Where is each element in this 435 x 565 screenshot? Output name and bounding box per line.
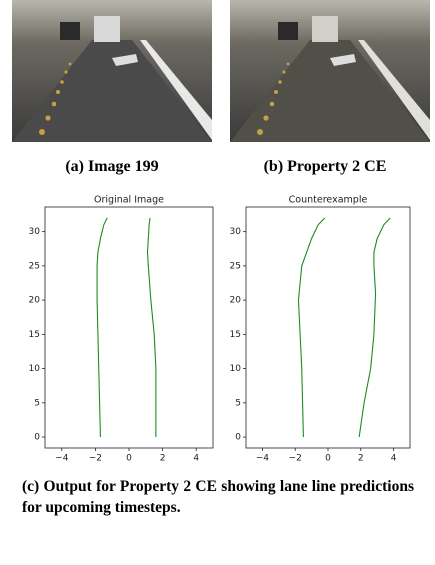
lane-line <box>359 218 390 437</box>
lane-line <box>147 218 155 437</box>
y-tick-label: 15 <box>29 330 40 340</box>
y-tick-label: 20 <box>29 296 41 306</box>
x-tick-label: −2 <box>289 454 302 464</box>
y-tick-label: 10 <box>29 364 41 374</box>
lane-line <box>97 218 107 437</box>
figure-caption: (c) Output for Property 2 CE showing lan… <box>22 476 414 518</box>
y-tick-label: 5 <box>235 398 241 408</box>
x-tick-label: 0 <box>126 454 132 464</box>
y-tick-label: 0 <box>235 433 241 443</box>
y-tick-label: 25 <box>29 261 40 271</box>
y-tick-label: 10 <box>230 364 242 374</box>
x-tick-label: 4 <box>193 454 199 464</box>
x-tick-label: −4 <box>256 454 270 464</box>
x-tick-label: −4 <box>55 454 69 464</box>
x-tick-label: 4 <box>391 454 397 464</box>
y-tick-label: 30 <box>230 227 242 237</box>
y-tick-label: 15 <box>230 330 241 340</box>
chart-title: Original Image <box>94 195 164 206</box>
x-tick-label: −2 <box>89 454 102 464</box>
lane-line <box>298 218 324 437</box>
page: (a) Image 199 (b) Property 2 CE Original… <box>0 0 435 565</box>
x-tick-label: 2 <box>160 454 166 464</box>
chart-title: Counterexample <box>289 195 368 206</box>
x-tick-label: 2 <box>358 454 364 464</box>
x-tick-label: 0 <box>325 454 331 464</box>
y-tick-label: 20 <box>230 296 242 306</box>
y-tick-label: 30 <box>29 227 41 237</box>
y-tick-label: 25 <box>230 261 241 271</box>
y-tick-label: 0 <box>34 433 40 443</box>
y-tick-label: 5 <box>34 398 40 408</box>
plot-frame <box>45 207 213 448</box>
plot-frame <box>246 207 410 448</box>
